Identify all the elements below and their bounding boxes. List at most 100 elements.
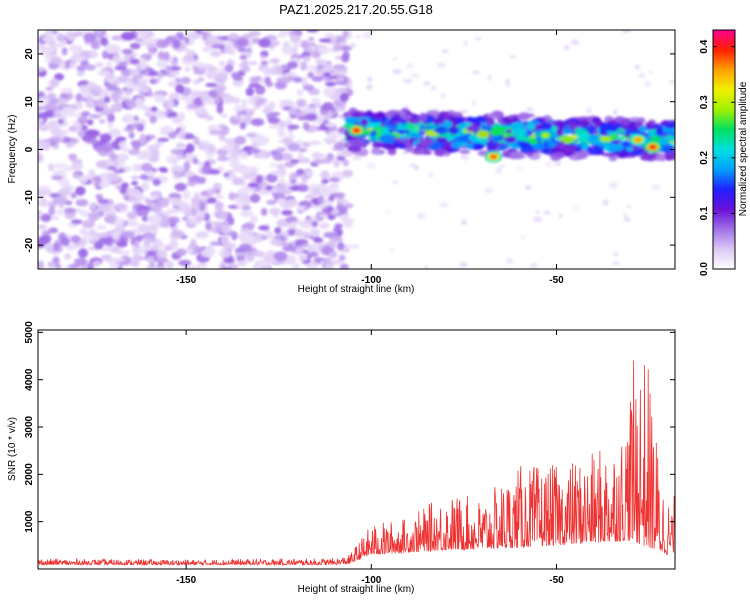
heatmap-cell (224, 64, 234, 73)
heatmap-cell (156, 59, 168, 68)
heatmap-cell (128, 132, 135, 139)
heatmap-cell (624, 132, 631, 138)
heatmap-cell (238, 243, 252, 252)
heatmap-cell (107, 128, 122, 137)
heatmap-cell (228, 217, 235, 226)
heatmap-cell (334, 223, 343, 229)
heatmap-cell (215, 194, 224, 199)
heatmap-cell (167, 99, 175, 109)
y-tick-label: -10 (24, 190, 35, 205)
heatmap-cell (336, 242, 345, 251)
heatmap-cell (70, 235, 81, 244)
heatmap-cell (269, 163, 278, 168)
heatmap-cell (273, 251, 288, 262)
heatmap-cell (349, 138, 366, 147)
heatmap-cell (163, 51, 170, 61)
heatmap-cell (626, 204, 632, 209)
heatmap-cell (608, 181, 619, 189)
heatmap-cell (379, 134, 396, 143)
heatmap-cell (236, 38, 250, 47)
x-tick-label: -150 (176, 575, 196, 586)
heatmap-cell (575, 131, 590, 138)
heatmap-cell (263, 255, 276, 265)
heatmap-cell (159, 126, 173, 134)
heatmap-cell (279, 120, 287, 129)
heatmap-cell (148, 70, 158, 76)
heatmap-cell (392, 56, 398, 61)
heatmap-cell (123, 115, 135, 123)
heatmap-cell (245, 112, 252, 119)
heatmap-cell (294, 239, 308, 245)
heatmap-cell (138, 223, 150, 233)
heatmap-cell (336, 75, 345, 82)
heatmap-cell (300, 40, 310, 49)
heatmap-cell (203, 212, 211, 222)
heatmap-cell (202, 46, 210, 53)
heatmap-cell (409, 128, 420, 134)
heatmap-cell (137, 155, 146, 160)
x-tick-label: -50 (549, 575, 564, 586)
heatmap-cell (612, 260, 620, 266)
heatmap-cell (529, 262, 539, 269)
heatmap-cell (233, 96, 241, 106)
heatmap-cell (255, 139, 268, 146)
y-tick-label: 2000 (24, 463, 35, 486)
heatmap-cell (129, 68, 140, 77)
heatmap-cell (220, 225, 232, 234)
heatmap-cell (94, 175, 101, 186)
heatmap-cell (152, 215, 162, 225)
heatmap-cell (54, 73, 65, 81)
heatmap-cell (640, 155, 654, 161)
heatmap-cell (157, 51, 165, 60)
heatmap-cell (83, 32, 96, 43)
heatmap-cell (659, 153, 666, 162)
heatmap-cell (115, 184, 123, 190)
heatmap-cell (161, 197, 170, 203)
heatmap-cell (370, 112, 387, 119)
heatmap-cell (82, 90, 95, 99)
heatmap-cell (220, 112, 228, 118)
heatmap-cell (107, 44, 122, 54)
heatmap-cell (154, 113, 167, 120)
heatmap-cell (637, 73, 646, 78)
heatmap-cell (409, 163, 416, 168)
heatmap-cell (237, 187, 248, 197)
heatmap-cell (79, 228, 88, 236)
heatmap-cell (534, 210, 541, 214)
heatmap-cell (271, 57, 280, 65)
heatmap-cell (303, 55, 311, 63)
heatmap-cell (466, 124, 481, 132)
heatmap-cell (184, 134, 195, 140)
heatmap-cell (525, 107, 535, 112)
heatmap-cell (634, 137, 642, 143)
heatmap-cell (276, 219, 289, 228)
heatmap-cell (310, 261, 319, 269)
heatmap-cell (587, 134, 602, 144)
heatmap-cell (310, 229, 320, 238)
heatmap-cell (323, 231, 337, 239)
heatmap-cell (544, 161, 554, 168)
heatmap-cell (279, 30, 287, 36)
heatmap-cell (190, 238, 197, 249)
heatmap-cell (249, 215, 258, 224)
heatmap-cell (107, 113, 115, 123)
heatmap-cell (186, 247, 195, 254)
heatmap-cell (618, 136, 625, 141)
heatmap-cell (130, 58, 140, 65)
heatmap-cell (182, 189, 191, 200)
heatmap-cell (542, 141, 550, 148)
heatmap-cell (305, 113, 318, 122)
heatmap-cell (178, 130, 186, 141)
heatmap-cell (349, 43, 357, 49)
heatmap-cell (271, 187, 278, 193)
heatmap-cell (517, 112, 531, 121)
heatmap-cell (197, 77, 205, 82)
heatmap-cell (304, 194, 315, 199)
heatmap-cell (152, 178, 161, 186)
heatmap-cell (248, 83, 261, 88)
heatmap-cell (98, 236, 112, 245)
heatmap-cell (664, 155, 675, 161)
heatmap-cell (239, 55, 247, 60)
heatmap-cell (95, 62, 104, 68)
heatmap-cell (107, 166, 117, 171)
